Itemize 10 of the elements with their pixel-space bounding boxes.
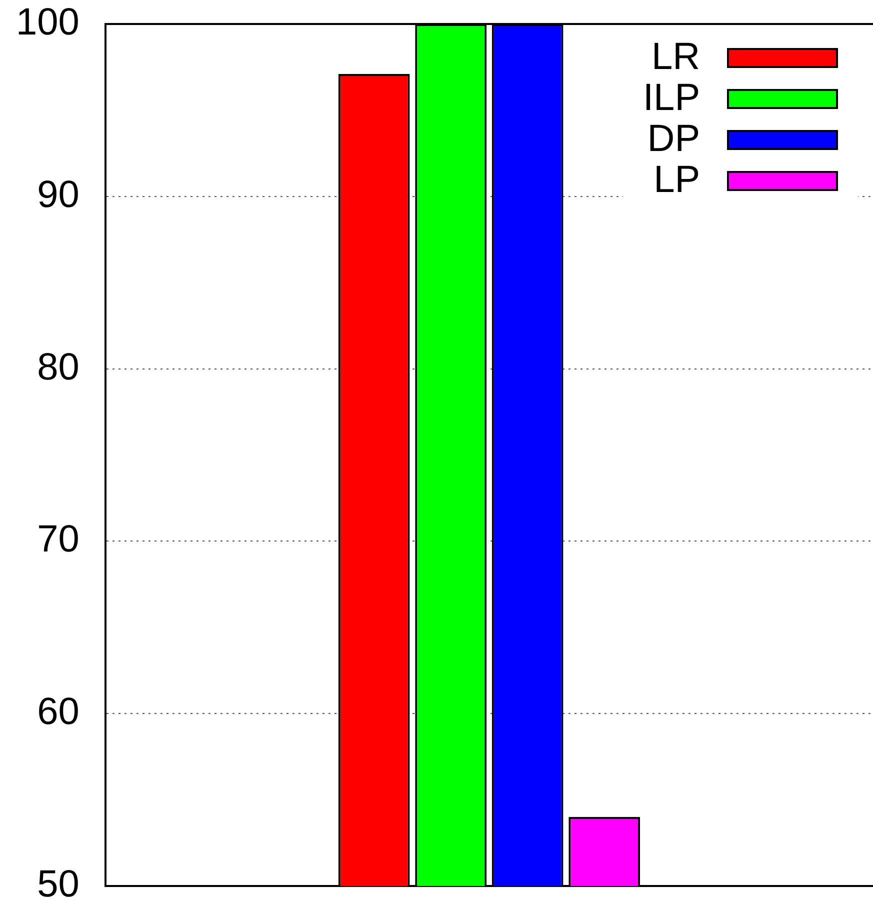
y-tick-label: 90 [37,174,80,216]
y-tick-label: 60 [37,691,80,734]
y-tick-label: 70 [37,518,80,561]
legend-label: LR [651,36,700,78]
legend-label: LP [654,159,700,201]
y-tick-label: 80 [37,346,80,388]
legend-label: DP [647,118,700,160]
legend-label: ILP [643,77,700,119]
y-tick-label: 50 [37,863,80,905]
y-tick-label: 100 [16,1,80,44]
